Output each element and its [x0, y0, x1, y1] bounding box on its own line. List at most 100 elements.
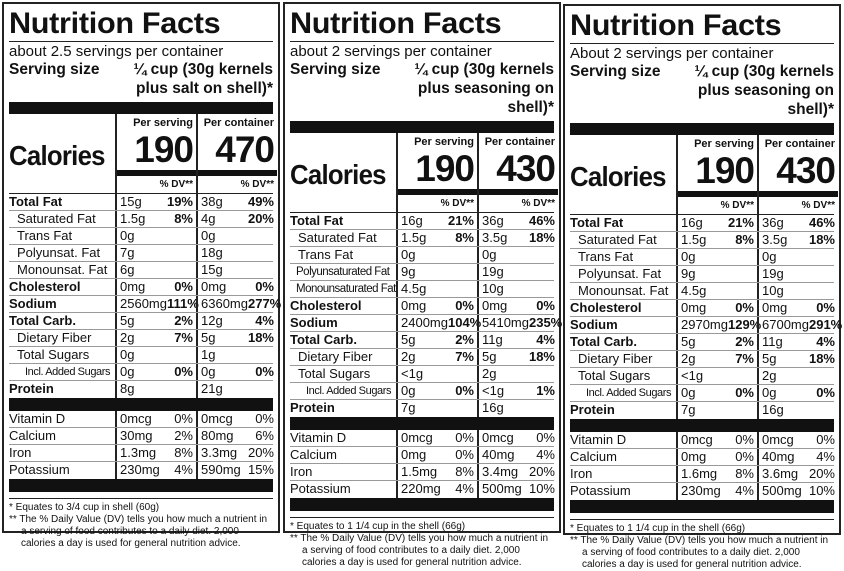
amount: 3.5g — [762, 232, 788, 247]
thick-divider — [290, 498, 554, 511]
nutrient-amount-cell: 0mcg 0% — [477, 430, 558, 446]
nutrient-name: Trans Fat — [578, 249, 634, 264]
amount: 38g — [201, 194, 223, 209]
amount: 1.5g — [681, 232, 707, 247]
per-serving-label: Per serving — [414, 136, 474, 148]
nutrient-name: Cholesterol — [570, 300, 642, 315]
nutrient-row: Protein 8g 21g — [9, 381, 273, 398]
nutrient-row: Dietary Fiber 2g 7% 5g 18% — [570, 351, 835, 368]
amount: 2970mg — [681, 317, 728, 332]
nutrient-amount-cell: 6360mg 277% — [196, 296, 281, 312]
medium-divider — [398, 189, 477, 195]
nutrient-row: Saturated Fat 1.5g 8% 4g 20% — [9, 211, 274, 228]
percent-dv: 7% — [174, 330, 193, 345]
amount: 0mcg — [482, 430, 514, 445]
nutrient-row: Total Carb. 5g 2% 11g 4% — [290, 332, 555, 349]
percent-dv: 4% — [255, 313, 274, 328]
nutrient-row: Total Fat 15g 19% 38g 49% — [9, 194, 274, 211]
nutrient-amount-cell: 0mg 0% — [196, 279, 277, 295]
nutrient-amount-cell: 5g 2% — [676, 334, 757, 350]
nutrient-name: Total Sugars — [17, 347, 90, 362]
nutrient-row: Saturated Fat 1.5g 8% 3.5g 18% — [570, 232, 835, 249]
nutrient-amount-cell: 0mg 0% — [676, 300, 757, 316]
calories-per-serving: 190 — [695, 150, 755, 191]
percent-dv: 8% — [174, 445, 193, 460]
per-container-column: Per container 430 % DV** — [757, 135, 838, 214]
amount: 36g — [482, 213, 504, 228]
thick-divider — [9, 479, 273, 492]
nutrient-amount-cell: 0g — [396, 247, 477, 263]
medium-divider — [479, 189, 558, 195]
thick-divider — [570, 123, 834, 135]
nutrient-row: Calcium 0mg 0% 40mg 4% — [570, 449, 835, 466]
percent-dv: 235% — [528, 315, 563, 330]
nutrient-name: Total Fat — [290, 213, 344, 228]
nutrient-name: Dietary Fiber — [17, 330, 92, 345]
amount: 8g — [120, 381, 135, 396]
nutrient-amount-cell: 0mg 0% — [477, 298, 558, 314]
nutrient-amount-cell: 38g 49% — [196, 194, 277, 210]
nutrient-name: Monounsat. Fat — [578, 283, 669, 298]
nutrient-row: Iron 1.5mg 8% 3.4mg 20% — [290, 464, 555, 481]
nutrient-amount-cell: 36g 46% — [477, 213, 558, 229]
serving-size-value: ¼ cup (30g kernels plus seasoning on she… — [694, 63, 834, 118]
calories-per-container: 430 — [776, 150, 836, 191]
percent-dv: 0% — [735, 449, 754, 464]
amount: 230mg — [120, 462, 160, 477]
amount: 0mg — [681, 449, 707, 464]
nutrient-amount-cell: 0mcg 0% — [757, 432, 838, 448]
nutrient-name: Saturated Fat — [578, 232, 657, 247]
percent-dv: 4% — [536, 447, 555, 462]
amount: 2g — [482, 366, 497, 381]
nutrient-amount-cell: 4g 20% — [196, 211, 277, 227]
amount: 3.3mg — [201, 445, 238, 460]
nutrient-row: Vitamin D 0mcg 0% 0mcg 0% — [290, 430, 555, 447]
nutrient-name: Protein — [290, 400, 335, 415]
nutrient-amount-cell: 10g — [477, 281, 558, 297]
nutrient-name: Vitamin D — [9, 411, 66, 426]
nutrient-amount-cell: 4.5g — [396, 281, 477, 297]
nutrient-row: Vitamin D 0mcg 0% 0mcg 0% — [9, 411, 274, 428]
amount: 2g — [401, 349, 416, 364]
amount: 2400mg — [401, 315, 448, 330]
nutrient-amount-cell: 1.5g 8% — [115, 211, 196, 227]
amount: 0mg — [401, 298, 427, 313]
nutrient-row: Calcium 0mg 0% 40mg 4% — [290, 447, 555, 464]
nutrient-name: Polyunsat. Fat — [17, 245, 101, 260]
nutrient-amount-cell: 6g — [115, 262, 196, 278]
percent-dv: 15% — [247, 462, 274, 477]
percent-dv: 2% — [455, 332, 474, 347]
percent-dv: 104% — [447, 315, 482, 330]
percent-dv: 1% — [536, 383, 555, 398]
nutrition-facts-panel: Nutrition Facts about 2.5 servings per co… — [2, 2, 281, 549]
nutrient-row: Potassium 230mg 4% 590mg 15% — [9, 462, 274, 479]
amount: 1g — [201, 347, 216, 362]
thick-divider — [290, 121, 554, 133]
nutrient-amount-cell: 40mg 4% — [757, 449, 838, 465]
amount: 0mg — [201, 279, 227, 294]
nutrient-amount-cell: 0mcg 0% — [396, 430, 477, 446]
nutrient-name: Potassium — [570, 483, 631, 498]
percent-dv: 19% — [166, 194, 193, 209]
footnote-daily-value: ** The % Daily Value (DV) tells you how … — [570, 535, 829, 570]
amount: 5g — [482, 349, 497, 364]
nutrient-amount-cell: 500mg 10% — [477, 481, 558, 498]
percent-dv: 0% — [255, 411, 274, 426]
nutrient-amount-cell: 0g 0% — [757, 385, 838, 401]
nutrient-amount-cell: 0g — [196, 228, 277, 244]
nutrient-row: Monounsat. Fat 6g 15g — [9, 262, 273, 279]
amount: 230mg — [681, 483, 721, 498]
nutrient-amount-cell: 21g — [196, 381, 277, 398]
nutrient-name: Saturated Fat — [17, 211, 96, 226]
nutrient-row: Polyunsat. Fat 7g 18g — [9, 245, 273, 262]
amount: 0mcg — [681, 432, 713, 447]
nutrient-amount-cell: 5410mg 235% — [477, 315, 562, 331]
amount: 40mg — [482, 447, 515, 462]
calories-header: Calories Per serving 190% DV** Per containe… — [9, 114, 277, 194]
nutrient-name: Incl. Added Sugars — [306, 385, 392, 397]
nutrient-row: Incl. Added Sugars 0g 0% <1g 1% — [290, 383, 555, 400]
thick-divider — [570, 419, 834, 432]
amount: 5g — [201, 330, 216, 345]
nutrient-row: Trans Fat 0g 0g — [9, 228, 273, 245]
amount: 590mg — [201, 462, 241, 477]
